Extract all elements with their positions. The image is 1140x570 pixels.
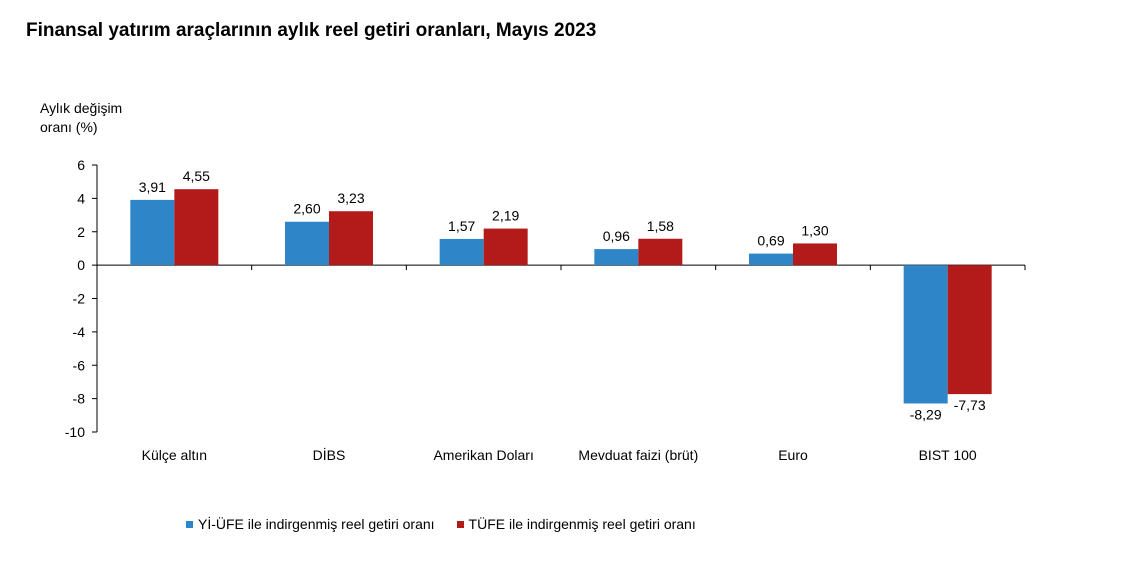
y-tick-label: -8 xyxy=(73,391,86,407)
data-label: 3,23 xyxy=(337,190,364,206)
bar-yi-ufe xyxy=(749,253,793,266)
legend-label-yi-ufe: Yİ-ÜFE ile indirgenmiş reel getiri oranı xyxy=(198,516,435,532)
data-label: -7,73 xyxy=(954,397,986,413)
y-axis-label-line-2: oranı (%) xyxy=(40,119,98,135)
x-tick-label: DİBS xyxy=(313,446,346,463)
x-tick-label: Euro xyxy=(778,447,808,463)
bar-tufe xyxy=(329,211,373,266)
legend-swatch-tufe xyxy=(456,520,464,528)
x-tick-label: BIST 100 xyxy=(919,447,977,463)
y-tick-label: 6 xyxy=(77,157,85,173)
data-label: 1,30 xyxy=(801,222,828,238)
data-label: 0,69 xyxy=(757,233,784,249)
bar-tufe xyxy=(947,265,992,395)
bar-yi-ufe xyxy=(594,249,639,266)
data-label: 2,60 xyxy=(293,201,320,217)
bar-tufe xyxy=(638,238,683,266)
legend-item-yi-ufe: Yİ-ÜFE ile indirgenmiş reel getiri oranı xyxy=(186,516,435,532)
data-label: -8,29 xyxy=(910,406,942,422)
bar-yi-ufe xyxy=(439,238,484,266)
bar-tufe xyxy=(793,243,837,266)
y-tick-label: 4 xyxy=(77,190,85,206)
data-label: 4,55 xyxy=(183,168,210,184)
legend-swatch-yi-ufe xyxy=(186,520,193,528)
y-tick-label: 2 xyxy=(77,224,85,240)
y-tick-label: -4 xyxy=(73,324,86,340)
data-label: 3,91 xyxy=(139,179,166,195)
data-label: 1,58 xyxy=(647,218,674,234)
data-label: 1,57 xyxy=(448,218,475,234)
bar-tufe xyxy=(174,189,219,266)
data-label: 0,96 xyxy=(603,228,630,244)
legend-label-tufe: TÜFE ile indirgenmiş reel getiri oranı xyxy=(468,516,696,532)
y-tick-label: 0 xyxy=(77,257,85,273)
data-label: 2,19 xyxy=(492,208,519,224)
x-tick-label: Amerikan Doları xyxy=(433,447,533,463)
legend-item-tufe: TÜFE ile indirgenmiş reel getiri oranı xyxy=(456,516,696,532)
x-tick-label: Mevduat faizi (brüt) xyxy=(578,447,698,463)
bar-tufe xyxy=(483,228,528,266)
legend: Yİ-ÜFE ile indirgenmiş reel getiri oranı… xyxy=(186,516,718,532)
bar-yi-ufe xyxy=(903,265,948,404)
bar-yi-ufe xyxy=(285,221,329,266)
y-tick-label: -10 xyxy=(65,424,85,440)
chart-title: Finansal yatırım araçlarının aylık reel … xyxy=(26,20,597,41)
y-axis-label-line-1: Aylık değişim xyxy=(40,100,123,116)
y-tick-label: -2 xyxy=(73,291,86,307)
y-tick-label: -6 xyxy=(73,357,86,373)
y-axis-label: Aylık değişim oranı (%) xyxy=(40,99,150,137)
bar-yi-ufe xyxy=(130,199,175,266)
x-tick-label: Külçe altın xyxy=(142,447,207,463)
